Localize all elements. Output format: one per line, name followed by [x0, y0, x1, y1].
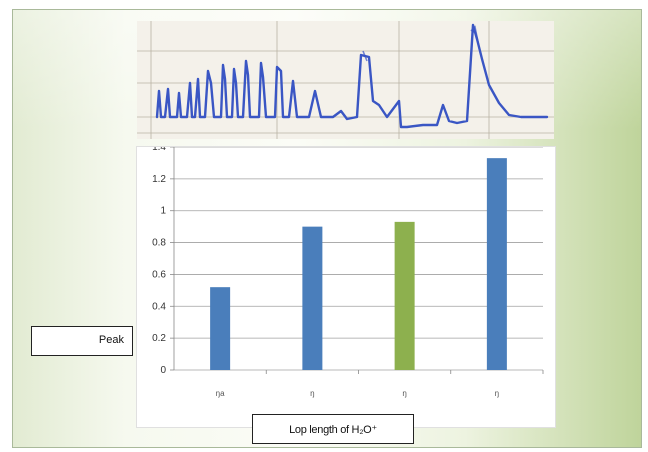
paper-rules — [137, 21, 554, 139]
y-tick-label: 0 — [160, 365, 166, 376]
bar — [210, 287, 231, 370]
x-tick-label: ŋ — [495, 389, 499, 398]
recording-trace-image — [137, 21, 554, 139]
y-tick-label: 0.6 — [152, 269, 166, 280]
bar — [486, 158, 507, 370]
y-tick-label: 1.4 — [152, 147, 166, 153]
recording-trace-line — [155, 23, 549, 129]
bar-chart-panel: 0 0.2 0.4 0.6 0.8 1 1.2 1.4 ŋa ŋ ŋ ŋ — [137, 142, 555, 427]
y-tick-label: 0.2 — [152, 333, 166, 344]
y-tick-label: 0.8 — [152, 238, 166, 249]
bar — [302, 226, 323, 370]
xlabel-text: Lop length of H₂O⁺ — [289, 424, 377, 436]
recording-trace-overdraw — [362, 25, 480, 62]
y-tick-label: 0.4 — [152, 301, 166, 312]
bar-chart: 0 0.2 0.4 0.6 0.8 1 1.2 1.4 ŋa ŋ ŋ ŋ — [152, 142, 544, 398]
y-tick-label: 1 — [160, 206, 166, 217]
ylabel-box: Peak — [31, 326, 133, 356]
x-tick-label: ŋ — [310, 389, 314, 398]
x-tick-label: ŋ — [402, 389, 406, 398]
x-tick-label: ŋa — [216, 389, 225, 398]
ylabel-text: Peak — [98, 334, 124, 346]
xlabel-box: Lop length of H₂O⁺ — [252, 414, 414, 444]
recording-trace-svg — [137, 21, 554, 139]
bar — [394, 221, 415, 370]
y-tick-label: 1.2 — [152, 174, 166, 185]
